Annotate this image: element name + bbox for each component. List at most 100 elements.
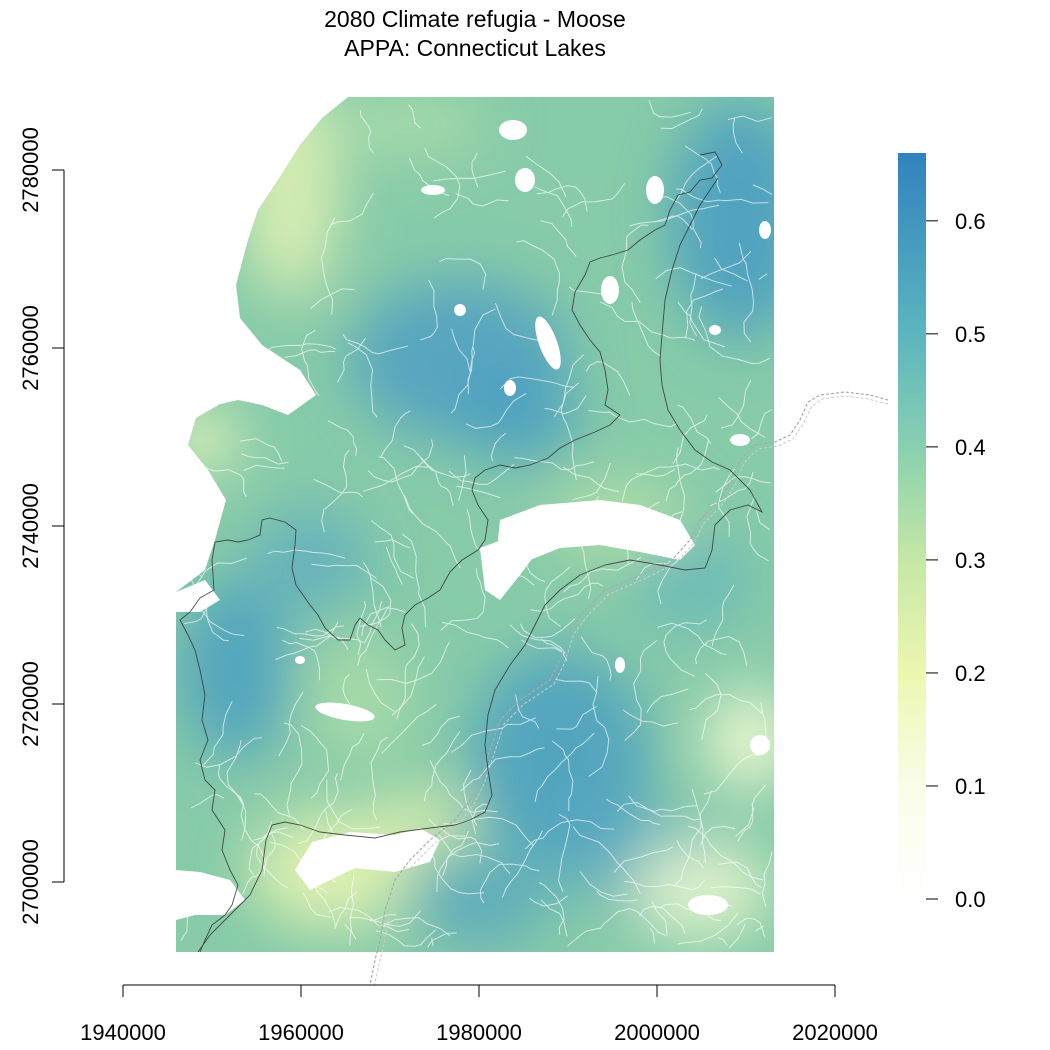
stream [514,457,595,471]
stream [663,619,707,677]
stream [427,932,457,948]
stream [544,395,587,415]
x-tick-label: 1940000 [80,1020,166,1045]
stream [283,722,303,818]
stream [695,901,732,907]
legend-colorbar [898,153,926,899]
stream [359,110,374,153]
stream [334,891,358,929]
lake [730,434,750,446]
lake [295,656,305,664]
stream [572,826,641,895]
stream [429,760,498,813]
stream [438,834,511,874]
stream [381,703,437,754]
boundary-lines [179,151,764,953]
stream [646,688,689,713]
stream [471,152,479,188]
stream [735,803,755,837]
stream [677,912,739,945]
stream [253,827,288,841]
lake [646,176,664,204]
stream [363,465,432,492]
stream [183,607,208,625]
stream [378,456,414,515]
stream [621,463,720,502]
stream [656,196,702,249]
stream [687,825,764,881]
stream [529,895,568,907]
stream [275,622,339,661]
stream [420,279,438,341]
stream [636,519,679,580]
stream [423,731,461,802]
lake [480,535,540,600]
stream [249,343,337,368]
stream [685,288,724,339]
high-zone [410,855,550,945]
stream [370,736,388,820]
high-zone [670,100,774,340]
x-axis: 1940000 1960000 1980000 2000000 2020000 [80,984,878,1045]
stream [649,928,655,944]
lake [295,828,440,890]
stream [205,604,229,641]
stream [515,694,540,729]
stream [443,816,535,847]
stream [751,409,772,440]
stream [613,846,674,873]
stream [519,618,576,639]
legend-tick-label: 0.6 [955,209,986,234]
stream [361,607,406,636]
stream [424,147,461,219]
stream [700,825,736,846]
stream [657,622,727,655]
stream [520,530,550,560]
lake [759,221,771,239]
stream [337,338,366,383]
stream [585,361,631,396]
stream [516,240,560,316]
low-zone [705,690,774,790]
lake [176,870,245,920]
stream [326,779,381,830]
stream [467,308,496,395]
stream [709,472,754,507]
stream [465,392,527,429]
stream [269,841,329,894]
stream [677,301,725,348]
stream [665,440,709,502]
stream [301,329,320,397]
stream [365,668,395,712]
stream [442,621,509,649]
stream [675,188,769,204]
stream [628,795,697,813]
stream [599,908,666,936]
stream [369,576,382,628]
stream [588,676,610,777]
x-tick-label: 2020000 [792,1020,878,1045]
stream [596,890,638,902]
lake [504,380,516,396]
stream [369,910,421,927]
stream [419,457,471,478]
stream [572,462,612,501]
lake [601,276,619,304]
stream [183,878,191,889]
low-zone [240,97,340,300]
stream [254,793,305,831]
stream [728,923,746,949]
stream [509,624,566,654]
stream [701,672,722,740]
stream [648,100,691,118]
stream [436,841,500,893]
stream [760,702,767,741]
low-zone [176,410,240,470]
stream [758,273,768,280]
stream [675,447,686,524]
stream [525,155,567,198]
stream [514,557,546,583]
stream [450,717,537,753]
x-tick-label: 2000000 [614,1020,700,1045]
stream [462,769,478,827]
